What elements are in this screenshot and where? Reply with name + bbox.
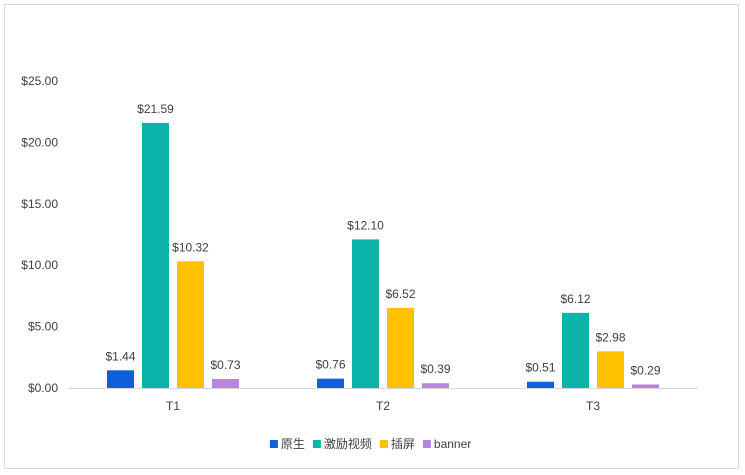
bar xyxy=(177,261,204,388)
data-label: $1.44 xyxy=(105,349,135,363)
data-label: $21.59 xyxy=(137,102,174,116)
bar xyxy=(317,378,344,388)
legend-swatch xyxy=(269,440,278,448)
y-tick-label: $25.00 xyxy=(21,74,58,88)
legend-swatch xyxy=(422,440,431,448)
bar xyxy=(352,239,379,388)
y-tick-label: $20.00 xyxy=(21,135,58,149)
bar xyxy=(597,351,624,388)
data-label: $2.98 xyxy=(595,330,625,344)
legend-swatch xyxy=(379,440,388,448)
bar xyxy=(212,379,239,388)
x-category-label: T2 xyxy=(376,399,390,413)
data-label: $6.52 xyxy=(385,287,415,301)
data-label: $0.73 xyxy=(210,358,240,372)
bar xyxy=(107,370,134,388)
y-tick-label: $0.00 xyxy=(28,381,58,395)
bar xyxy=(387,307,414,388)
data-label: $0.76 xyxy=(315,358,345,372)
data-label: $0.51 xyxy=(525,361,555,375)
legend-label: 激励视频 xyxy=(324,436,372,451)
legend-label: 插屏 xyxy=(391,437,415,451)
data-label: $0.39 xyxy=(420,362,450,376)
data-label: $10.32 xyxy=(172,240,209,254)
bar xyxy=(562,312,589,388)
y-tick-label: $15.00 xyxy=(21,197,58,211)
legend-swatch xyxy=(312,440,321,448)
legend-label: 原生 xyxy=(281,437,305,451)
data-label: $6.12 xyxy=(560,292,590,306)
x-category-label: T3 xyxy=(586,399,600,413)
bar xyxy=(422,383,449,388)
bar xyxy=(527,381,554,388)
y-tick-label: $10.00 xyxy=(21,258,58,272)
chart-frame xyxy=(4,4,739,469)
y-tick-label: $5.00 xyxy=(28,320,58,334)
data-label: $12.10 xyxy=(347,218,384,232)
legend-label: banner xyxy=(434,437,471,451)
bar xyxy=(632,384,659,388)
bar xyxy=(142,122,169,388)
x-category-label: T1 xyxy=(166,399,180,413)
data-label: $0.29 xyxy=(630,363,660,377)
